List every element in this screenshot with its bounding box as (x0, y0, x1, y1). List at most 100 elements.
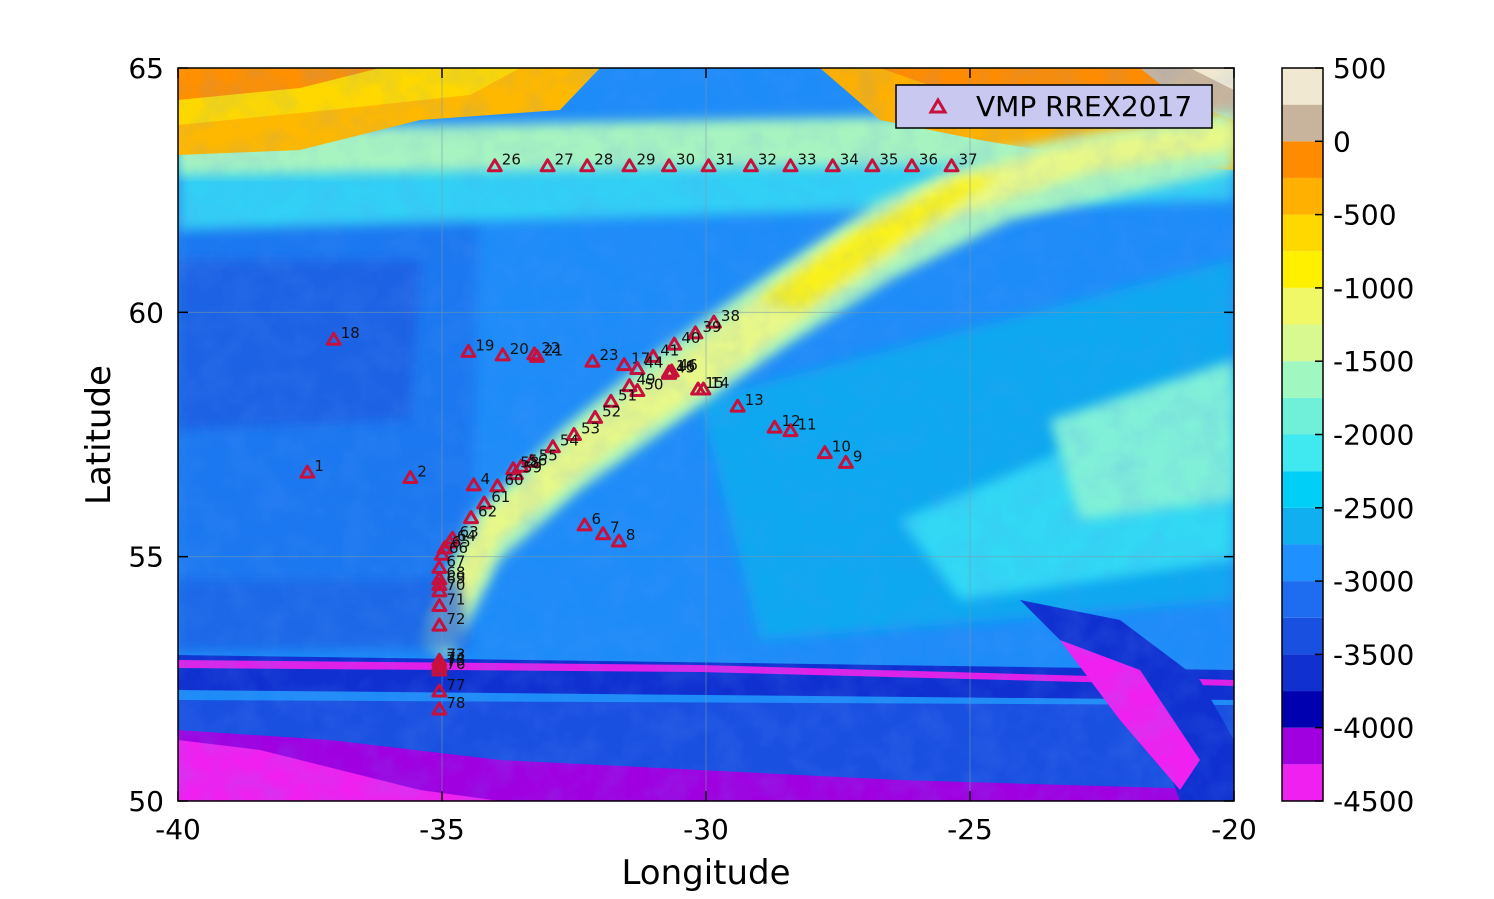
triangle-marker-icon (824, 158, 841, 173)
station-marker: 18 (325, 324, 360, 346)
station-label: 20 (510, 340, 529, 358)
y-tick-label: 50 (128, 785, 164, 818)
triangle-marker-icon (645, 348, 662, 363)
station-marker: 6 (576, 510, 601, 532)
colorbar-band (1282, 617, 1323, 655)
triangle-marker-icon (476, 495, 493, 510)
colorbar-band (1282, 654, 1323, 692)
station-label: 12 (782, 412, 801, 430)
colorbar-band (1282, 141, 1323, 178)
station-marker: 27 (539, 151, 574, 173)
station-marker: 66 (434, 539, 468, 561)
station-marker: 62 (463, 503, 497, 525)
colorbar-band (1282, 507, 1323, 545)
station-label: 77 (446, 676, 465, 694)
station-marker: 13 (729, 391, 764, 413)
colorbar-band (1282, 361, 1323, 398)
triangle-marker-icon (816, 445, 833, 460)
colorbar-tick-label: -500 (1333, 199, 1397, 232)
map-grid (178, 68, 1234, 801)
station-marker: 41 (645, 341, 679, 363)
colorbar-band (1282, 581, 1323, 618)
station-marker: 35 (864, 151, 898, 173)
station-label: 1 (314, 457, 324, 475)
station-label: 55 (539, 446, 558, 464)
colorbar-band (1282, 727, 1323, 765)
station-label: 26 (502, 151, 521, 169)
station-label: 49 (636, 371, 655, 389)
station-marker: 59 (507, 459, 542, 481)
triangle-marker-icon (507, 466, 524, 481)
legend: VMP RREX2017 (895, 84, 1213, 129)
triangle-marker-icon (610, 533, 627, 548)
station-marker: 46 (663, 356, 698, 378)
station-label: 40 (681, 329, 700, 347)
colorbar-tick-label: -2500 (1333, 492, 1414, 525)
colorbar-tick-label: -4000 (1333, 712, 1414, 745)
triangle-marker-icon (742, 158, 759, 173)
station-marker: 20 (494, 340, 529, 362)
station-label: 60 (504, 471, 523, 489)
colorbar-band (1282, 471, 1323, 508)
station-label: 37 (959, 151, 978, 169)
station-marker: 23 (584, 346, 619, 368)
station-marker: 8 (610, 526, 635, 548)
station-label: 72 (446, 610, 465, 628)
station-marker: 54 (544, 432, 579, 454)
station-label: 65 (452, 533, 471, 551)
station-label: 9 (853, 447, 863, 465)
station-label: 34 (840, 151, 859, 169)
triangle-marker-icon (523, 453, 540, 468)
triangle-marker-icon (460, 343, 477, 358)
station-marker: 61 (476, 488, 510, 510)
station-marker: 72 (431, 610, 465, 632)
station-marker: 76 (431, 655, 465, 677)
triangle-marker-icon (782, 158, 799, 173)
colorbar-tick-label: -4500 (1333, 785, 1414, 818)
station-label: 56 (528, 451, 547, 469)
triangle-marker-icon (431, 598, 448, 613)
triangle-marker-icon (431, 662, 448, 677)
triangle-marker-icon (766, 419, 783, 434)
colorbar-band (1282, 397, 1323, 435)
station-marker: 7 (595, 519, 620, 541)
station-label: 7 (610, 519, 620, 537)
triangle-marker-icon (595, 526, 612, 541)
station-label: 51 (618, 386, 637, 404)
station-label: 28 (594, 151, 613, 169)
colorbar-band (1282, 104, 1323, 142)
triangle-marker-icon (431, 659, 448, 674)
station-marker: 51 (602, 386, 637, 408)
triangle-marker-icon (602, 393, 619, 408)
triangle-marker-icon (687, 325, 704, 340)
triangle-marker-icon (621, 378, 638, 393)
station-label: 50 (644, 376, 663, 394)
station-label: 76 (446, 655, 465, 673)
colorbar-band (1282, 764, 1323, 801)
colorbar-tick-label: -1500 (1333, 345, 1414, 378)
station-marker: 15 (690, 374, 724, 396)
station-label: 44 (644, 354, 663, 372)
x-tick-label: -30 (683, 813, 729, 846)
triangle-marker-icon (566, 427, 582, 441)
triangle-marker-icon (943, 158, 960, 173)
depth-colorbar: 500 0 -500 -1000 -1500 -2000 -2500 -3000 -3500 -4… (1281, 52, 1414, 818)
station-marker: 38 (705, 307, 740, 329)
colorbar-band (1282, 324, 1323, 362)
station-marker: 77 (431, 676, 465, 698)
station-label: 31 (716, 151, 735, 169)
station-label: 78 (446, 694, 465, 712)
map-axes: -40 -35 -30 -25 -20 50 55 60 65 (128, 52, 1257, 846)
station-label: 38 (721, 307, 740, 325)
triangle-marker-icon (837, 454, 854, 469)
station-label: 58 (520, 454, 539, 472)
station-marker: 19 (460, 336, 494, 358)
station-label: 21 (544, 341, 563, 359)
station-label: 59 (523, 459, 542, 477)
colorbar-band (1282, 68, 1323, 105)
station-marker: 53 (566, 420, 600, 441)
station-marker: 36 (903, 151, 938, 173)
colorbar-band (1282, 214, 1323, 252)
triangle-marker-icon (431, 683, 448, 698)
